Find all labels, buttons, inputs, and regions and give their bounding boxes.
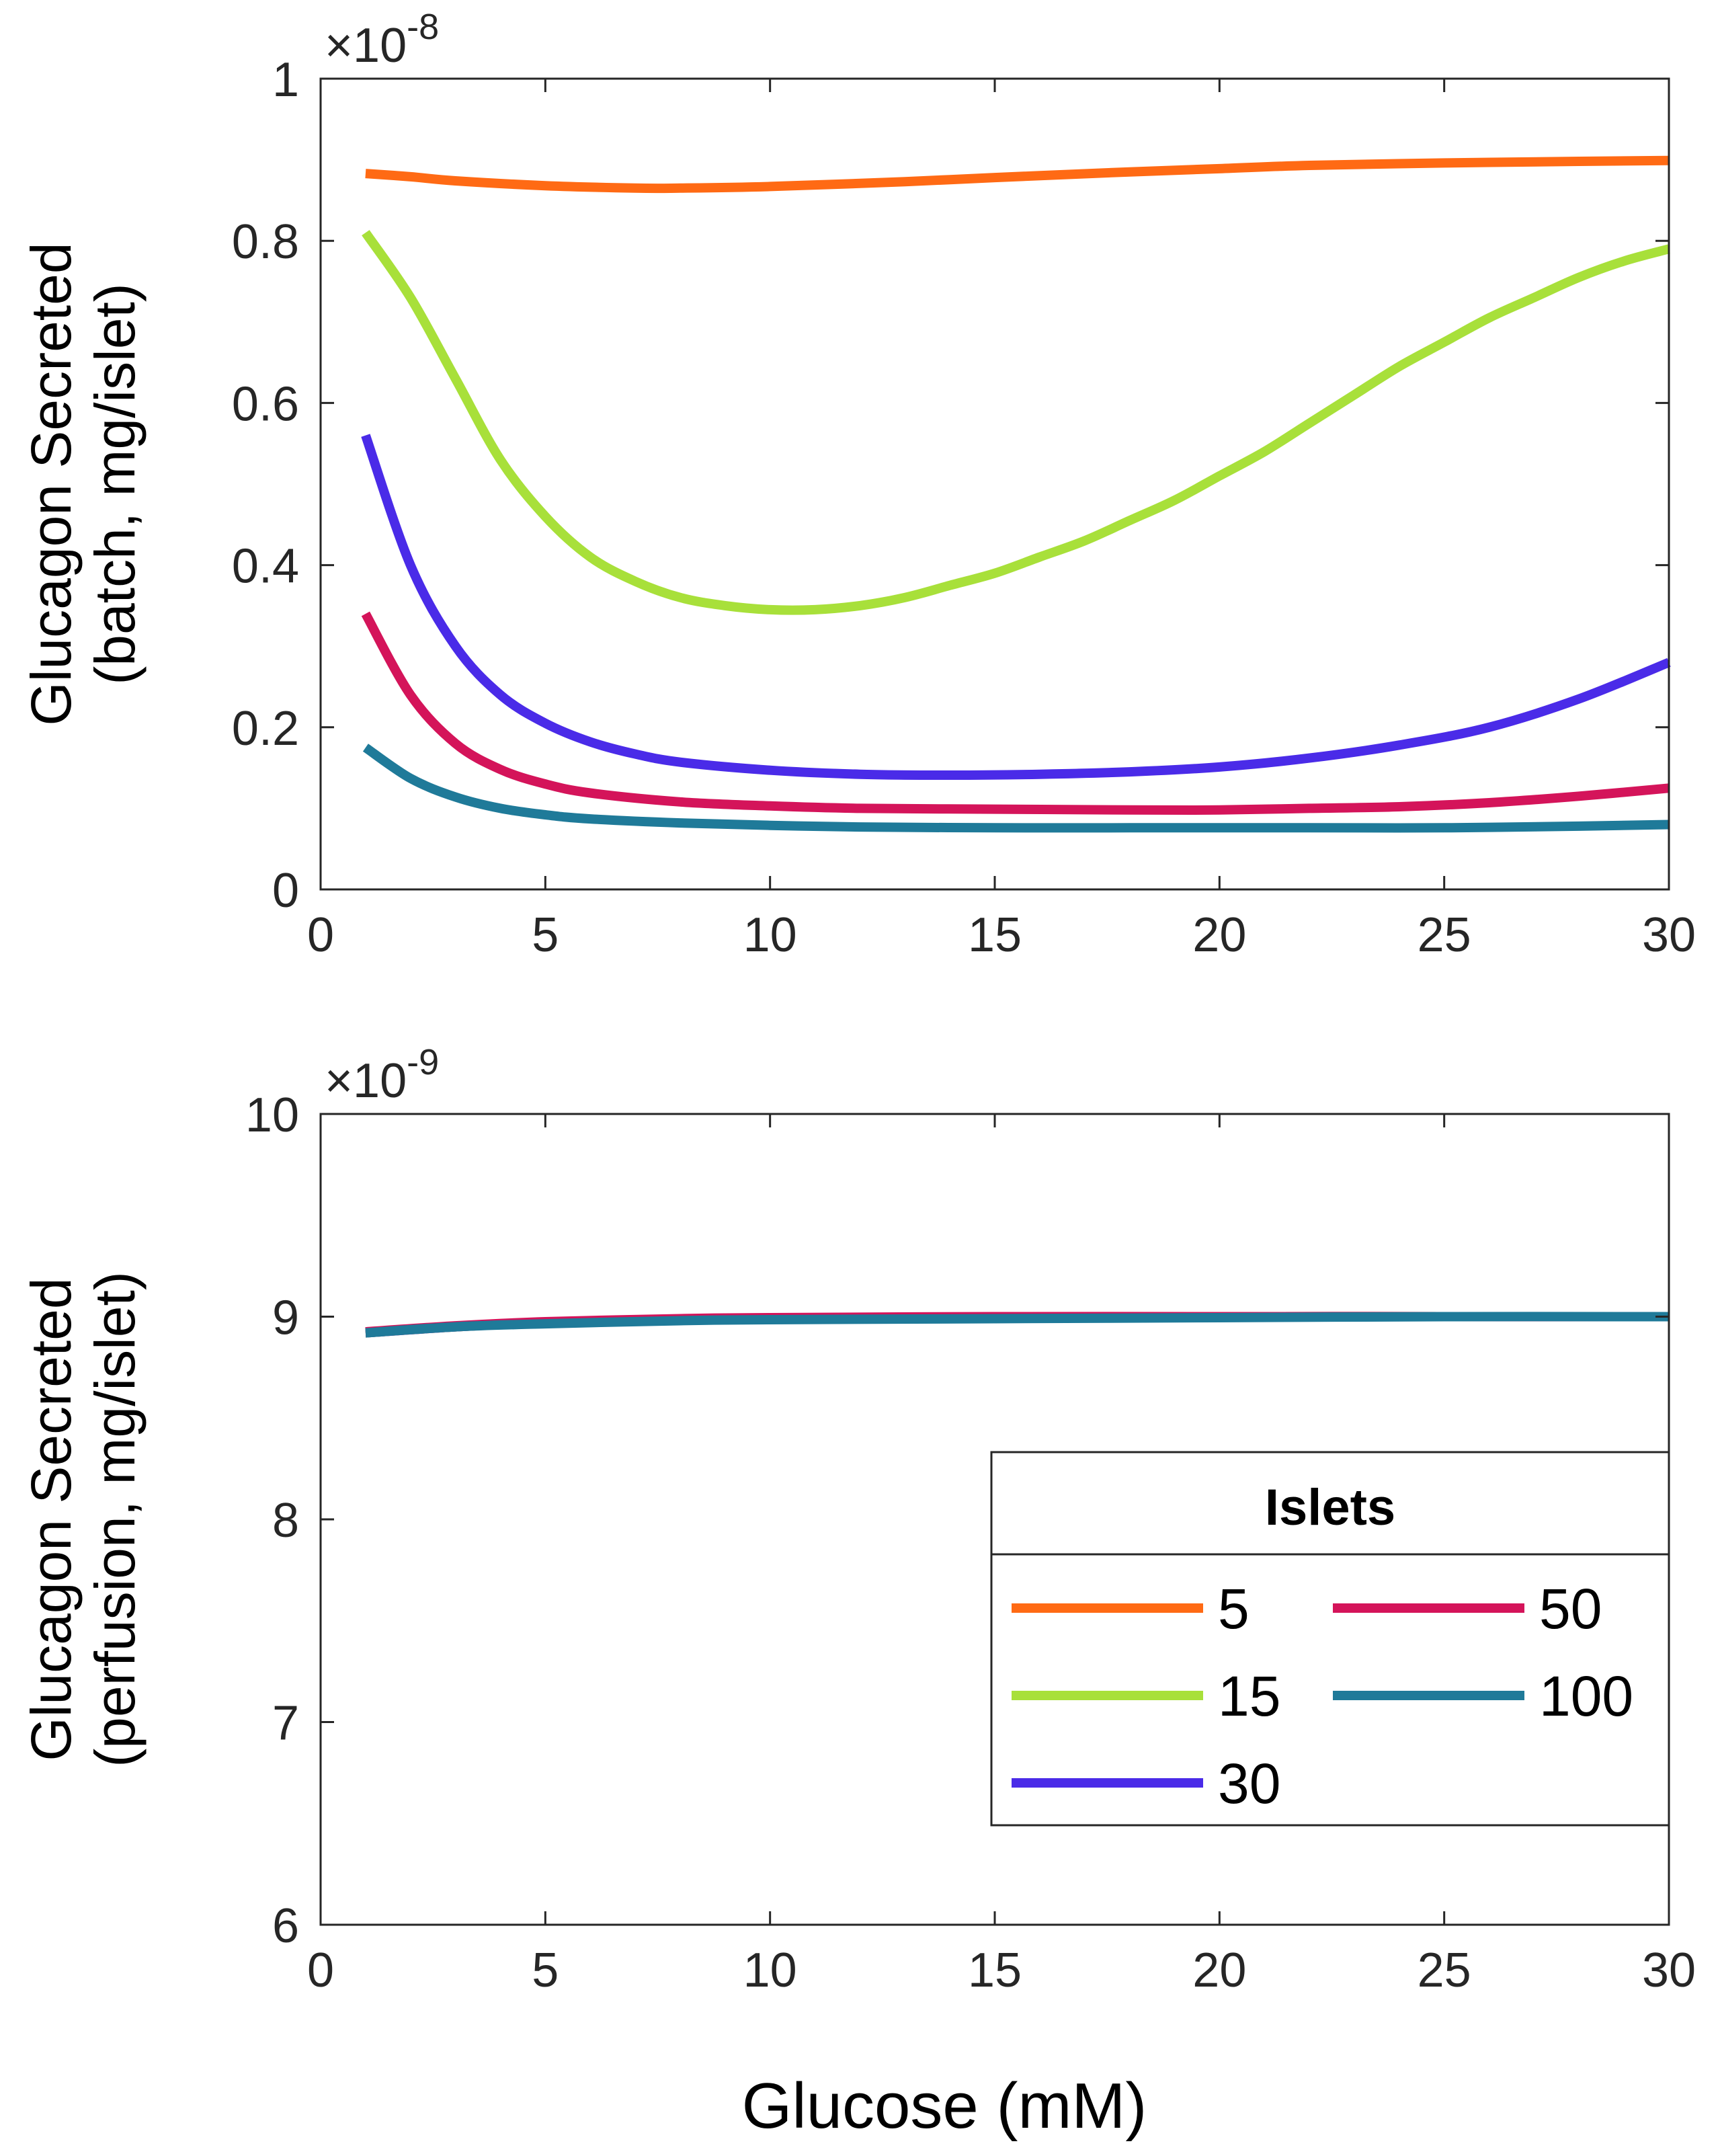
bottom-series-100-line <box>365 1312 1670 1338</box>
top-y-exponent: ×10-8 <box>325 7 439 73</box>
top-ytick-label: 0.4 <box>232 540 299 594</box>
bottom-series-group <box>365 1312 1670 1338</box>
top-xtick-label: 15 <box>968 908 1022 962</box>
top-ytick-label: 0.6 <box>232 377 299 431</box>
legend-title: Islets <box>1265 1479 1395 1536</box>
top-y-axis-label: Glucagon Secreted (batch, mg/islet) <box>19 242 147 725</box>
bottom-xtick-label: 10 <box>743 1944 797 1997</box>
bottom-xtick-label: 15 <box>968 1944 1022 1997</box>
bottom-ytick-label: 7 <box>272 1697 299 1751</box>
bottom-ytick-label: 9 <box>272 1291 299 1345</box>
top-ytick-label: 1 <box>272 53 299 107</box>
bottom-xtick-label: 5 <box>532 1944 559 1997</box>
legend-label-50: 50 <box>1539 1577 1602 1640</box>
bottom-ytick-label: 8 <box>272 1494 299 1548</box>
legend-box <box>990 1451 1670 1827</box>
bottom-y-exponent-base: ×10 <box>325 1054 407 1108</box>
top-xtick-label: 20 <box>1192 908 1246 962</box>
bottom-y-exponent-power: -9 <box>407 1042 439 1082</box>
legend-entries: 5 15 30 50 100 <box>1012 1577 1633 1815</box>
top-ticks-group: 0 5 10 15 20 25 30 0 0.2 0.4 0.6 0.8 1 <box>232 53 1696 962</box>
legend: Islets 5 15 30 50 100 <box>990 1451 1670 1827</box>
bottom-xtick-label: 25 <box>1418 1944 1471 1997</box>
top-y-exponent-base: ×10 <box>325 19 407 73</box>
top-ylabel-line2: (batch, mg/islet) <box>83 283 147 685</box>
top-series-5-line <box>365 155 1670 194</box>
bottom-xtick-label: 30 <box>1642 1944 1696 1997</box>
bottom-y-exponent: ×10-9 <box>325 1042 439 1108</box>
bottom-y-axis-label: Glucagon Secreted (perfusion, mg/islet) <box>19 1271 147 1767</box>
chart-top: 0 5 10 15 20 25 30 0 0.2 0.4 0.6 0.8 1 ×10-8 Glucago… <box>19 7 1696 962</box>
bottom-xtick-label: 0 <box>307 1944 334 1997</box>
top-series-50-line <box>361 611 1670 815</box>
top-xtick-label: 25 <box>1418 908 1471 962</box>
top-series-15-line <box>362 230 1670 615</box>
top-ytick-label: 0.8 <box>232 215 299 269</box>
top-series-30-line <box>361 434 1671 780</box>
chart-bottom: 0 5 10 15 20 25 30 6 7 8 9 10 ×10-9 Glucagon Secret… <box>19 1042 1696 2142</box>
x-axis-label: Glucose (mM) <box>742 2070 1147 2142</box>
legend-label-5: 5 <box>1218 1577 1250 1640</box>
top-xtick-label: 10 <box>743 908 797 962</box>
top-y-exponent-power: -8 <box>407 7 439 47</box>
legend-label-30: 30 <box>1218 1752 1280 1815</box>
legend-label-100: 100 <box>1539 1665 1633 1728</box>
top-ylabel-line1: Glucagon Secreted <box>19 242 83 725</box>
top-xtick-label: 0 <box>307 908 334 962</box>
bottom-ytick-label: 10 <box>245 1088 299 1142</box>
bottom-ylabel-line1: Glucagon Secreted <box>19 1277 83 1761</box>
top-xtick-label: 30 <box>1642 908 1696 962</box>
top-series-group <box>361 155 1671 833</box>
bottom-ytick-label: 6 <box>272 1899 299 1953</box>
top-xtick-label: 5 <box>532 908 559 962</box>
legend-label-15: 15 <box>1218 1665 1280 1728</box>
bottom-ylabel-line2: (perfusion, mg/islet) <box>83 1271 147 1767</box>
bottom-xtick-label: 20 <box>1192 1944 1246 1997</box>
bottom-ticks-group: 0 5 10 15 20 25 30 6 7 8 9 10 <box>245 1088 1696 1997</box>
top-ytick-label: 0 <box>272 864 299 918</box>
top-ytick-label: 0.2 <box>232 702 299 756</box>
top-series-100-line <box>362 744 1670 833</box>
